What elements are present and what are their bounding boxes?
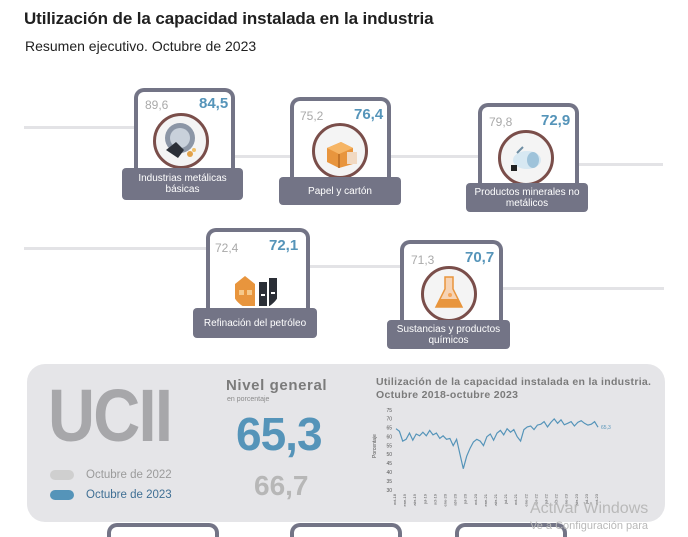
- prev-value: 71,3: [411, 253, 435, 267]
- x-tick-label: ene-19: [402, 493, 407, 506]
- x-tick-label: abr-21: [493, 493, 498, 505]
- connector-line: [305, 265, 402, 268]
- current-general-value: 65,3: [236, 408, 323, 460]
- series-line: [395, 417, 599, 469]
- x-tick-label: oct-19: [432, 493, 437, 505]
- paper-box-icon: [312, 123, 368, 179]
- connector-line: [390, 155, 483, 158]
- nivel-general-subtitle: en porcentaje: [227, 396, 270, 403]
- sector-label: Sustancias y productos químicos: [387, 320, 510, 349]
- connector-line: [498, 287, 664, 290]
- current-value: 72,9: [541, 112, 571, 129]
- x-tick-label: ene-20: [443, 493, 448, 506]
- y-tick-label: 70: [386, 417, 392, 423]
- y-axis: 30 35 40 45 50 55 60 65 70 75: [386, 408, 392, 494]
- oil-refinery-icon: [228, 257, 284, 313]
- x-tick-label: ene-21: [483, 493, 488, 506]
- connector-line: [24, 247, 208, 250]
- series-end-label: 65,3: [601, 425, 611, 431]
- line-chart: Porcentaje 30 35 40 45 50 55 60 65 70 75 oct-18 en…: [372, 408, 611, 507]
- y-tick-label: 35: [386, 479, 392, 485]
- page-title: Utilización de la capacidad instalada en…: [24, 9, 434, 28]
- summary-panel: [27, 364, 665, 522]
- chemical-flask-icon: [421, 266, 477, 322]
- y-tick-label: 50: [386, 452, 392, 458]
- windows-activation-hint: Ve a Configuración para: [530, 520, 649, 532]
- x-tick-label: oct-18: [392, 493, 397, 505]
- windows-activation-watermark: Activar Windows: [530, 500, 649, 517]
- sector-label: Papel y cartón: [279, 177, 401, 205]
- x-tick-label: jul-22: [544, 493, 549, 505]
- mineral-products-icon: [498, 130, 554, 186]
- x-tick-label: oct-21: [513, 493, 518, 505]
- y-tick-label: 60: [386, 434, 392, 440]
- current-value: 72,1: [269, 237, 299, 254]
- page-subtitle: Resumen ejecutivo. Octubre de 2023: [25, 38, 257, 54]
- connector-line: [233, 155, 293, 158]
- x-tick-label: abr-23: [574, 493, 579, 505]
- prev-value: 72,4: [215, 241, 239, 255]
- legend-swatch-2023: [50, 490, 74, 500]
- y-tick-label: 40: [386, 470, 392, 476]
- x-tick-label: jul-21: [503, 493, 508, 505]
- x-tick-label: jul-23: [584, 493, 589, 505]
- x-tick-label: abr-20: [453, 493, 458, 505]
- x-tick-label: jul-19: [422, 493, 427, 505]
- sector-label: Refinación del petróleo: [193, 308, 317, 338]
- x-tick-label: abr-22: [533, 493, 538, 505]
- connector-line: [24, 126, 136, 129]
- y-tick-label: 45: [386, 461, 392, 467]
- legend-label-2022: Octubre de 2022: [86, 469, 172, 481]
- sector-label: Industrias metálicas básicas: [122, 168, 243, 200]
- x-tick-label: oct-22: [554, 493, 559, 505]
- prev-value: 79,8: [489, 115, 513, 129]
- prev-value: 89,6: [145, 98, 169, 112]
- chart-ylabel: Porcentaje: [372, 434, 378, 458]
- connector-line: [578, 163, 663, 166]
- x-axis: oct-18 ene-19 abr-19 jul-19 oct-19 ene-20 abr-…: [392, 493, 599, 506]
- previous-general-value: 66,7: [254, 470, 309, 501]
- sector-label: Productos minerales no metálicos: [466, 183, 588, 212]
- chart-title: Utilización de la capacidad instalada en…: [376, 376, 652, 401]
- y-tick-label: 55: [386, 443, 392, 449]
- y-tick-label: 75: [386, 408, 392, 414]
- y-tick-label: 65: [386, 426, 392, 432]
- ucii-heading: UCII: [48, 374, 173, 457]
- x-tick-label: ene-22: [523, 493, 528, 506]
- current-value: 70,7: [465, 249, 495, 266]
- legend-swatch-2022: [50, 470, 74, 480]
- prev-value: 75,2: [300, 109, 324, 123]
- sector-card-partial: [455, 523, 567, 537]
- metal-industry-icon: [153, 113, 209, 169]
- current-value: 76,4: [354, 106, 384, 123]
- x-tick-label: jul-20: [463, 493, 468, 505]
- sector-card-partial: [107, 523, 219, 537]
- x-tick-label: ene-23: [564, 493, 569, 506]
- x-tick-label: oct-23: [594, 493, 599, 505]
- y-tick-label: 30: [386, 488, 392, 494]
- current-value: 84,5: [199, 95, 229, 112]
- x-tick-label: oct-20: [473, 493, 478, 505]
- x-tick-label: abr-19: [412, 493, 417, 505]
- sector-card-partial: [290, 523, 402, 537]
- legend-label-2023: Octubre de 2023: [86, 489, 172, 501]
- nivel-general-title: Nivel general: [226, 377, 328, 394]
